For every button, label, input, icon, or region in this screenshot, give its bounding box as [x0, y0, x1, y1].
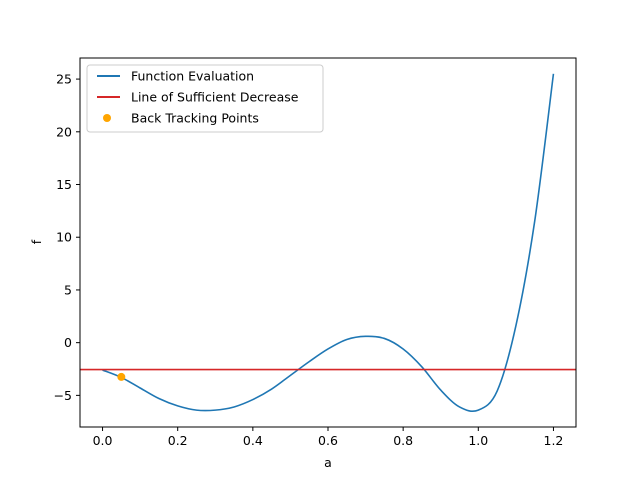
legend-swatch-backtracking-points [103, 114, 111, 122]
x-tick-label: 0.0 [93, 433, 113, 448]
legend-label-backtracking-points: Back Tracking Points [131, 111, 259, 126]
series-line-function-evaluation [102, 73, 555, 413]
legend-box [86, 64, 324, 133]
legend-label-function-evaluation: Function Evaluation [131, 69, 254, 84]
x-tick-label: 0.6 [318, 433, 338, 448]
y-axis-label: f [29, 239, 44, 244]
x-tick-label: 0.4 [243, 433, 263, 448]
plot-series [80, 73, 576, 413]
x-tick-label: 1.0 [468, 433, 488, 448]
y-tick-label: 15 [56, 177, 72, 192]
y-tick-label: −5 [54, 388, 72, 403]
legend: Function Evaluation Line of Sufficient D… [86, 64, 324, 133]
y-tick-label: 10 [56, 230, 72, 245]
x-tick-label: 1.2 [544, 433, 564, 448]
legend-label-sufficient-decrease: Line of Sufficient Decrease [131, 90, 299, 105]
x-tick-label: 0.2 [168, 433, 188, 448]
y-tick-label: 0 [64, 335, 72, 350]
y-tick-label: 5 [64, 282, 72, 297]
y-axis-ticks: −5 0 5 10 15 20 25 [54, 72, 80, 403]
x-axis-ticks: 0.0 0.2 0.4 0.6 0.8 1.0 1.2 [93, 427, 564, 448]
x-axis-label: a [324, 455, 332, 470]
x-tick-label: 0.8 [393, 433, 413, 448]
y-tick-label: 20 [56, 124, 72, 139]
backtracking-point [117, 372, 126, 381]
y-tick-label: 25 [56, 72, 72, 87]
